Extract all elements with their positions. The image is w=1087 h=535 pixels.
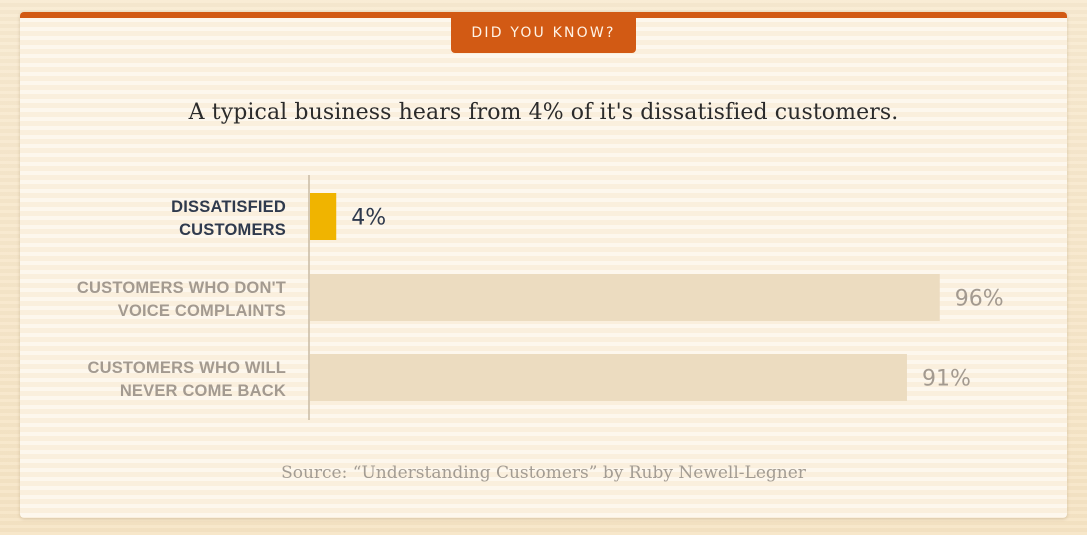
chart-marks: DISSATISFIED CUSTOMERS 4% CUSTOMERS WHO DON… (77, 193, 1004, 401)
category-label-0-line-1: CUSTOMERS (179, 221, 286, 239)
headline: A typical business hears from 4% of it's… (188, 100, 899, 125)
source-citation: Source: “Understanding Customers” by Rub… (281, 463, 806, 483)
value-label-1: 96% (955, 287, 1004, 312)
category-label-2-line-1: NEVER COME BACK (120, 382, 286, 400)
category-label-1-line-1: VOICE COMPLAINTS (118, 302, 286, 320)
value-label-0: 4% (351, 206, 386, 231)
bar-1 (310, 274, 940, 321)
category-label-2-line-0: CUSTOMERS WHO WILL (87, 359, 286, 377)
bar-2 (310, 354, 907, 401)
category-label-1-line-0: CUSTOMERS WHO DON'T (77, 279, 286, 297)
value-label-2: 91% (922, 367, 971, 392)
bar-0 (310, 193, 337, 240)
infographic-card (20, 12, 1067, 518)
category-label-0-line-0: DISSATISFIED (171, 198, 286, 216)
did-you-know-badge: DID YOU KNOW? (451, 12, 636, 53)
